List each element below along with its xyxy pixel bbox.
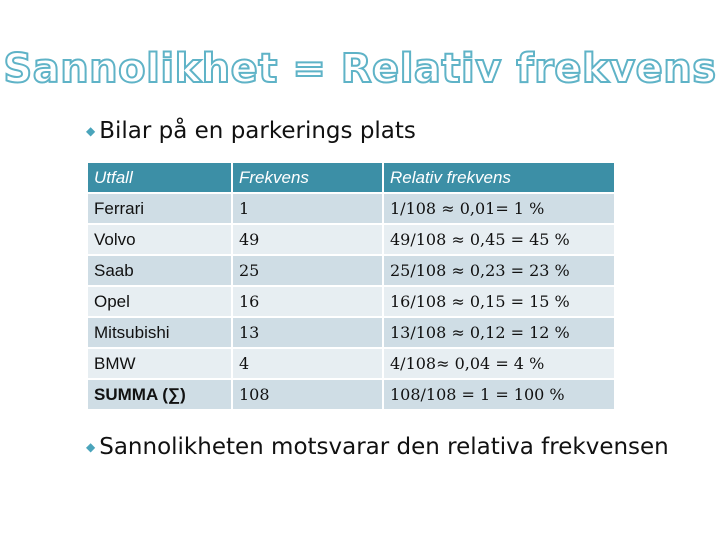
frequency-table: Utfall Frekvens Relativ frekvens Ferrari… bbox=[88, 163, 616, 411]
bullet-text: Bilar på en parkerings plats bbox=[99, 118, 416, 144]
cell-relativ-frekvens: 1/108 ≈ 0,01= 1 % bbox=[383, 193, 616, 225]
table-row: Saab 25 25/108 ≈ 0,23 = 23 % bbox=[88, 255, 616, 287]
cell-frekvens: 4 bbox=[232, 348, 384, 380]
cell-relativ-frekvens: 4/108≈ 0,04 = 4 % bbox=[383, 348, 616, 380]
cell-frekvens: 1 bbox=[232, 193, 384, 225]
table-row: Mitsubishi 13 13/108 ≈ 0,12 = 12 % bbox=[88, 317, 616, 349]
cell-utfall: BMW bbox=[88, 348, 233, 380]
bullet-item: ◆ Bilar på en parkerings plats bbox=[86, 118, 416, 144]
table-row: Volvo 49 49/108 ≈ 0,45 = 45 % bbox=[88, 224, 616, 256]
cell-utfall: Mitsubishi bbox=[88, 317, 233, 349]
cell-utfall: Opel bbox=[88, 286, 233, 318]
cell-relativ-frekvens: 16/108 ≈ 0,15 = 15 % bbox=[383, 286, 616, 318]
table-row: Ferrari 1 1/108 ≈ 0,01= 1 % bbox=[88, 193, 616, 225]
cell-relativ-frekvens: 13/108 ≈ 0,12 = 12 % bbox=[383, 317, 616, 349]
bullet-icon: ◆ bbox=[86, 124, 96, 138]
cell-utfall: Volvo bbox=[88, 224, 233, 256]
table-row-total: SUMMA (∑) 108 108/108 = 1 = 100 % bbox=[88, 379, 616, 411]
table-header-row: Utfall Frekvens Relativ frekvens bbox=[88, 163, 616, 194]
cell-relativ-frekvens: 108/108 = 1 = 100 % bbox=[383, 379, 616, 411]
header-utfall: Utfall bbox=[88, 163, 233, 194]
bullet-icon: ◆ bbox=[86, 440, 96, 454]
cell-relativ-frekvens: 25/108 ≈ 0,23 = 23 % bbox=[383, 255, 616, 287]
cell-utfall: Saab bbox=[88, 255, 233, 287]
cell-frekvens: 108 bbox=[232, 379, 384, 411]
header-relativ-frekvens: Relativ frekvens bbox=[383, 163, 616, 194]
cell-relativ-frekvens: 49/108 ≈ 0,45 = 45 % bbox=[383, 224, 616, 256]
cell-frekvens: 16 bbox=[232, 286, 384, 318]
cell-frekvens: 49 bbox=[232, 224, 384, 256]
cell-utfall: SUMMA (∑) bbox=[88, 379, 233, 411]
cell-frekvens: 13 bbox=[232, 317, 384, 349]
cell-frekvens: 25 bbox=[232, 255, 384, 287]
table-row: Opel 16 16/108 ≈ 0,15 = 15 % bbox=[88, 286, 616, 318]
table-row: BMW 4 4/108≈ 0,04 = 4 % bbox=[88, 348, 616, 380]
slide-title: Sannolikhet = Relativ frekvens bbox=[2, 45, 717, 93]
bullet-text: Sannolikheten motsvarar den relativa fre… bbox=[99, 434, 669, 460]
header-frekvens: Frekvens bbox=[232, 163, 384, 194]
bullet-item: ◆ Sannolikheten motsvarar den relativa f… bbox=[86, 434, 669, 460]
cell-utfall: Ferrari bbox=[88, 193, 233, 225]
